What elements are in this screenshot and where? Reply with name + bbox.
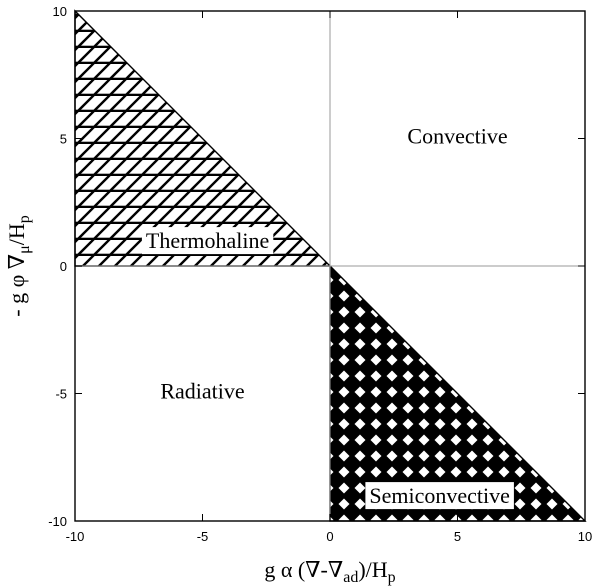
x-tick-label: 10 [578, 529, 592, 544]
y-axis-label-sub1: μ [16, 245, 33, 254]
region-label-thermohaline: Thermohaline [141, 227, 274, 255]
x-tick-label: -10 [66, 529, 85, 544]
y-tick-label: -5 [55, 387, 67, 402]
region-label-semiconvective: Semiconvective [365, 482, 514, 510]
region-label-text: Convective [407, 124, 507, 149]
x-axis-label: g α (∇-∇ad)/Hp [264, 557, 395, 586]
x-tick-label: 0 [326, 529, 333, 544]
region-label-radiative: Radiative [160, 379, 244, 404]
y-axis-label-sub2: p [16, 215, 33, 223]
region-label-text: Thermohaline [146, 228, 269, 253]
y-tick-label: 0 [60, 259, 67, 274]
region-label-background [141, 227, 274, 255]
x-axis-label-main: g α (∇-∇ [264, 557, 343, 582]
region-label-background [365, 482, 514, 510]
y-tick-label: 5 [60, 132, 67, 147]
x-axis-label-sub2: p [388, 569, 396, 586]
x-axis-label-mid: )/H [358, 557, 387, 582]
region-label-text: Radiative [160, 379, 244, 404]
region-label-text: Semiconvective [369, 483, 510, 508]
regions-layer [74, 9, 587, 522]
y-tick-label: 10 [53, 4, 67, 19]
y-tick-label: -10 [48, 514, 67, 529]
y-axis-label: - g φ ∇μ/Hp [4, 215, 33, 316]
zero-lines [75, 11, 585, 521]
region-label-convective: Convective [407, 124, 507, 149]
x-axis-label-sub1: ad [343, 569, 358, 586]
x-tick-label: 5 [454, 529, 461, 544]
region-labels: Thermohaline Semiconvective Convective Radi… [141, 124, 514, 510]
ticks-layer: -10 -5 0 5 10 -10 -5 0 5 10 [48, 4, 592, 544]
y-axis-label-mid: /H [4, 223, 29, 245]
y-axis-label-main: - g φ ∇ [4, 254, 29, 317]
x-tick-label: -5 [197, 529, 209, 544]
